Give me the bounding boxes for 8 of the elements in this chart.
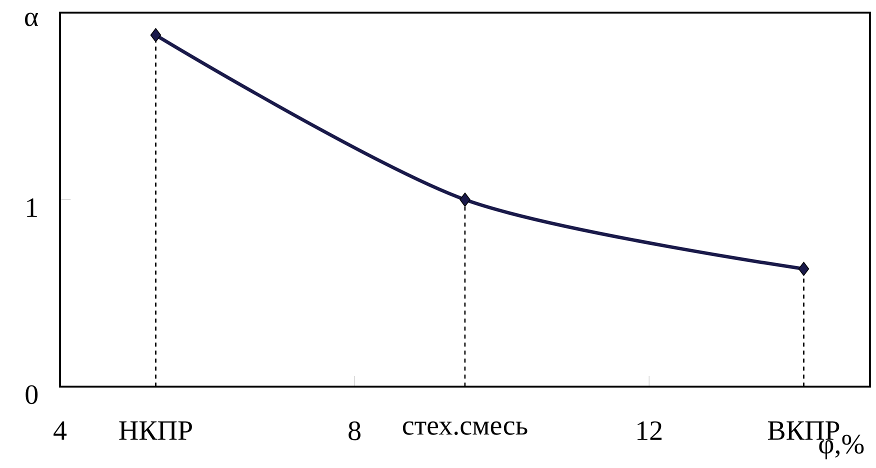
x-tick-label: стех.смесь bbox=[402, 421, 528, 435]
x-tick-label: 8 bbox=[348, 421, 360, 440]
x-tick-label: НКПР bbox=[119, 421, 192, 440]
x-tick-label: 12 bbox=[638, 421, 662, 440]
x-tick-label: 4 bbox=[54, 421, 67, 440]
y-tick-label: 0 bbox=[26, 385, 38, 404]
y-axis-title: α bbox=[25, 12, 38, 26]
y-tick-label: 1 bbox=[27, 198, 37, 217]
